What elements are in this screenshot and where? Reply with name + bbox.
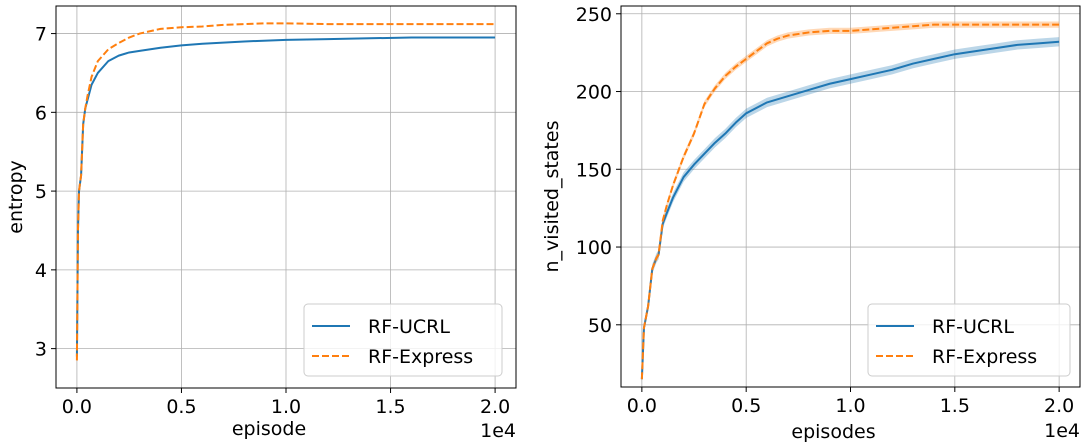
legend-box: [867, 303, 1071, 377]
x-axis-label: episode: [232, 418, 306, 440]
x-offset-text: 1e4: [480, 420, 516, 442]
x-offset-text: 1e4: [1044, 420, 1080, 442]
x-tick-label: 1.0: [835, 395, 865, 417]
x-tick-label: 1.0: [271, 396, 301, 418]
y-axis-label: entropy: [5, 160, 27, 234]
x-tick-label: 1.5: [375, 396, 405, 418]
x-tick-label: 0.5: [731, 395, 761, 417]
x-tick-label: 0.0: [627, 395, 657, 417]
legend-label-2: RF-Express: [368, 346, 473, 368]
series-line-2: [640, 23, 1060, 380]
x-tick-label: 2.0: [480, 396, 510, 418]
y-tick-label: 100: [576, 237, 612, 259]
y-tick-label: 3: [35, 339, 47, 361]
x-tick-label: 1.5: [940, 395, 970, 417]
x-tick-label: 0.5: [166, 396, 196, 418]
y-tick-label: 5: [35, 181, 47, 203]
legend: RF-UCRL RF-Express: [303, 303, 503, 377]
legend: RF-UCRL RF-Express: [867, 303, 1071, 377]
x-tick-label: 0.0: [62, 396, 92, 418]
chart-panel-1: 0.0 0.5 1.0 1.5 2.0 3 4 5 6 7 episode entropy 1e4 RF-…: [5, 5, 517, 442]
y-tick-label: 7: [35, 24, 47, 46]
y-tick-label: 200: [576, 82, 612, 104]
y-tick-label: 150: [576, 159, 612, 181]
y-tick-label: 250: [576, 4, 612, 26]
y-tick-label: 4: [35, 260, 47, 282]
x-axis-label: episodes: [791, 421, 875, 443]
series-line-2: [75, 22, 496, 361]
series-line-1: [75, 36, 496, 357]
legend-label-1: RF-UCRL: [932, 316, 1014, 338]
legend-label-1: RF-UCRL: [368, 316, 450, 338]
y-tick-label: 6: [35, 102, 47, 124]
y-axis-label: n_visited_states: [541, 121, 563, 273]
chart-panel-2: 0.0 0.5 1.0 1.5 2.0 50 100 150 200 250 episodes n_v…: [541, 4, 1081, 443]
legend-label-2: RF-Express: [932, 346, 1037, 368]
y-tick-label: 50: [588, 315, 612, 337]
legend-box: [303, 303, 503, 377]
x-tick-label: 2.0: [1044, 395, 1074, 417]
